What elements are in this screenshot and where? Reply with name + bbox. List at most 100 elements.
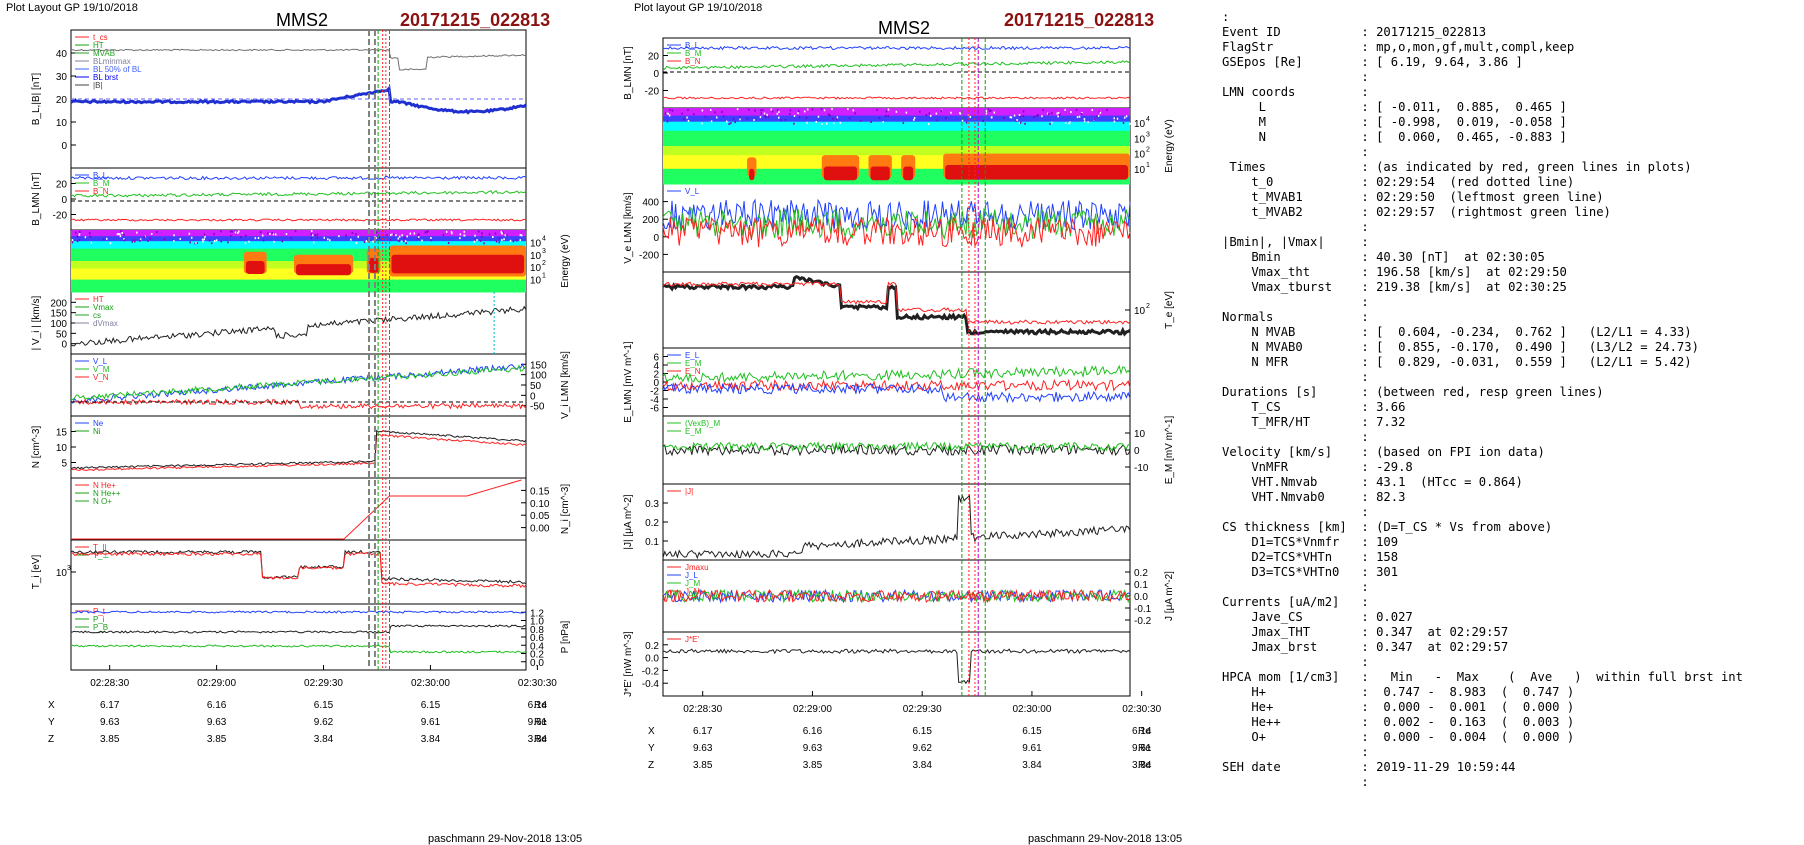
y-tick-label: -4: [650, 395, 659, 406]
spectrogram-speckle: [202, 240, 204, 243]
spectrogram-speckle: [392, 233, 395, 236]
info-line: Durations [s] : (between red, resp green…: [1222, 385, 1604, 399]
y-axis-label: | V_i | [km/s]: [31, 295, 42, 350]
x-tick-label: 02:29:00: [793, 704, 832, 715]
spectrogram-speckle: [820, 108, 823, 111]
spectrogram-speckle: [1068, 122, 1070, 125]
y-tick-label: 20: [648, 52, 660, 63]
panel-frame: [70, 291, 527, 355]
right-plot-header: Plot layout GP 19/10/2018: [634, 2, 763, 14]
spectrogram-speckle: [512, 240, 515, 243]
spectrogram-speckle: [203, 238, 206, 241]
spectrogram-speckle: [805, 116, 808, 119]
spectrogram-speckle: [760, 109, 762, 112]
info-line: VnMFR : -29.8: [1251, 460, 1413, 474]
spectrogram-speckle: [403, 240, 405, 243]
spectrogram-speckle: [928, 112, 931, 115]
y-tick-exponent: 1: [542, 273, 546, 280]
info-line: D2=TCS*VHTn : 158: [1251, 550, 1399, 564]
spectrogram-speckle: [234, 231, 237, 234]
spectrogram-speckle: [823, 109, 826, 112]
legend-entry: V_M: [93, 365, 110, 374]
spectrogram-speckle: [806, 108, 809, 111]
spectrogram-speckle: [1070, 111, 1072, 114]
spectrogram-speckle: [372, 240, 374, 243]
info-line: N : [ 0.060, 0.465, -0.883 ]: [1258, 130, 1567, 144]
spectrogram-speckle: [502, 231, 505, 234]
spectrogram-speckle: [119, 235, 122, 238]
legend-entry: V_N: [93, 373, 109, 382]
series-Ne: [70, 433, 527, 472]
spectrogram-speckle: [271, 232, 274, 235]
spectrogram-speckle: [1018, 121, 1021, 124]
y-tick-label: 150: [530, 360, 547, 371]
y-tick-label: 200: [642, 215, 659, 226]
spectrogram-speckle: [76, 240, 79, 243]
spectrogram-speckle: [870, 120, 872, 123]
spectrogram-speckle: [237, 231, 239, 234]
spectrogram-speckle: [748, 108, 750, 111]
y-tick-label: 10: [56, 568, 68, 579]
spectrogram-speckle: [494, 232, 497, 235]
spectrogram-speckle: [427, 230, 429, 233]
y-tick-label: 0: [653, 233, 659, 244]
spectrogram-speckle: [355, 233, 357, 236]
orbit-value: 3.84: [912, 760, 932, 771]
spectrogram-speckle: [1057, 115, 1059, 118]
spectrogram-speckle: [936, 119, 939, 122]
info-line: M : [ -0.998, 0.019, -0.058 ]: [1258, 115, 1567, 129]
spectrogram-speckle: [173, 240, 175, 243]
x-tick-label: 02:30:00: [1012, 704, 1051, 715]
spectrogram-speckle: [355, 241, 358, 244]
spectrogram-speckle: [220, 240, 222, 243]
legend-entry: HT: [93, 295, 104, 304]
legend-entry: B_N: [93, 187, 109, 196]
spectrogram-speckle: [213, 239, 216, 242]
info-line: Jmax_brst : 0.347 at 02:29:57: [1251, 640, 1509, 654]
info-line: Event ID : 20171215_022813: [1222, 25, 1487, 39]
y-tick-exponent: 4: [542, 235, 546, 242]
series-EM-field: [662, 440, 1131, 453]
y-tick-label: 1.2: [530, 608, 544, 619]
spectrogram-speckle: [430, 236, 432, 239]
y-axis-label: T_i [eV]: [31, 555, 42, 590]
y-tick-exponent: 2: [1146, 303, 1150, 310]
info-line: T_CS : 3.66: [1251, 400, 1406, 414]
y-tick-label: -6: [650, 404, 659, 415]
spectrogram-speckle: [290, 237, 292, 240]
y-tick-label: 0.6: [530, 633, 544, 644]
spectrogram-speckle: [117, 233, 120, 236]
spectrogram-speckle: [120, 230, 122, 233]
spectrogram-speckle: [240, 236, 242, 239]
y-tick-label: 30: [56, 72, 68, 83]
series-VL: [70, 362, 527, 405]
y-tick-label: 10: [1134, 150, 1146, 161]
spectrogram-speckle: [495, 240, 498, 243]
orbit-row-label: X: [48, 700, 55, 711]
spectrogram-speckle: [991, 116, 993, 119]
spectrogram-speckle: [669, 108, 671, 111]
spectrogram-speckle: [134, 240, 136, 243]
legend-entry: B_M: [685, 49, 702, 58]
x-tick-label: 02:28:30: [683, 704, 722, 715]
spectrogram-speckle: [710, 120, 713, 123]
spectrogram-speckle: [285, 233, 288, 236]
legend-entry: N O+: [93, 497, 112, 506]
spectrogram-speckle: [788, 113, 791, 116]
spectrogram-speckle: [409, 232, 412, 235]
series-VeN: [662, 216, 1131, 248]
spectrogram-speckle: [229, 234, 232, 237]
legend-entry: N He+: [93, 481, 116, 490]
spectrogram-speckle: [389, 234, 392, 237]
spectrogram-speckle: [683, 118, 685, 121]
y-tick-label: 0: [61, 141, 67, 152]
y-tick-label: 2: [653, 370, 659, 381]
spectrogram-speckle: [753, 119, 755, 122]
electron-spectrogram: [663, 108, 1131, 185]
info-line: t_MVAB1 : 02:29:50 (leftmost green line): [1251, 190, 1604, 204]
legend-entry: B_M: [93, 179, 110, 188]
spectrogram-speckle: [519, 234, 522, 237]
y-tick-label: 10: [1134, 306, 1146, 317]
y-tick-label: 150: [50, 309, 67, 320]
spectrogram-speckle: [398, 240, 400, 243]
